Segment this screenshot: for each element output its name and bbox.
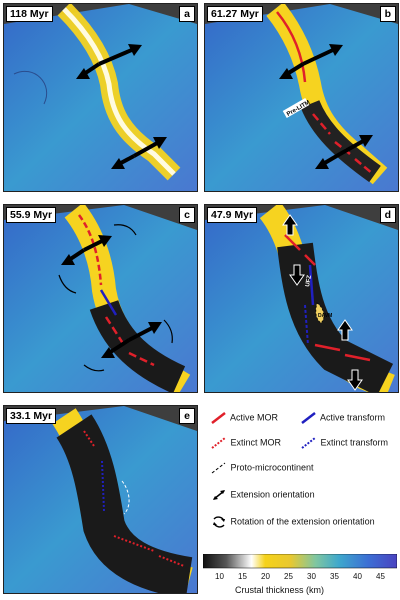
colorbar-tick: 30	[307, 572, 316, 581]
colorbar-title: Crustal thickness (km)	[235, 585, 325, 595]
panel-age-label: 55.9 Myr	[6, 207, 57, 223]
extinct-transform-icon	[301, 437, 316, 449]
panel-letter: c	[179, 207, 195, 223]
panel-letter: b	[379, 6, 396, 22]
crustal-thickness-colorbar	[203, 554, 397, 569]
colorbar-tick: 10	[215, 572, 224, 581]
panel-d: UFZ DAVM 47.9 Myr d	[204, 204, 399, 393]
legend-extension-orientation: Extension orientation	[210, 488, 315, 502]
map-d: UFZ DAVM	[205, 205, 398, 392]
panel-age-label: 47.9 Myr	[207, 207, 258, 223]
legend-label: Extinct MOR	[230, 437, 282, 448]
legend-rotation: Rotation of the extension orientation	[210, 515, 375, 529]
legend-active-mor: Active MOR	[210, 412, 278, 424]
panel-age-label: 61.27 Myr	[207, 6, 263, 22]
panel-e: 33.1 Myr e	[3, 405, 198, 594]
legend-proto-microcontinent: Proto-microcontinent	[210, 462, 314, 474]
legend-label: Extinct transform	[320, 437, 389, 448]
legend-label: Active MOR	[230, 412, 279, 423]
map-b: Pre-LITM	[205, 4, 398, 191]
rotation-arrows-c	[58, 224, 173, 372]
legend-extinct-transform: Extinct transform	[300, 437, 388, 449]
davm-label: DAVM	[318, 313, 332, 319]
panel-letter: a	[179, 6, 195, 22]
extinct-mor-icon	[211, 437, 226, 449]
colorbar-tick: 15	[238, 572, 247, 581]
panel-letter: d	[379, 207, 396, 223]
legend-label: Extension orientation	[230, 489, 315, 500]
legend-label: Active transform	[320, 412, 386, 423]
colorbar-tick: 25	[284, 572, 293, 581]
extension-arrows-c	[61, 235, 162, 358]
panel-b: Pre-LITM 61.27 Myr b	[204, 3, 399, 192]
panel-letter: e	[179, 408, 195, 424]
double-arrow-icon	[213, 490, 225, 500]
extension-arrows-b	[279, 44, 373, 169]
extension-arrows-d	[282, 214, 363, 391]
legend-label: Rotation of the extension orientation	[230, 516, 375, 527]
legend-label: Proto-microcontinent	[230, 462, 314, 473]
colorbar-tick: 40	[353, 572, 362, 581]
panel-age-label: 118 Myr	[6, 6, 53, 22]
extension-arrows-a	[76, 44, 167, 169]
colorbar-tick: 20	[261, 572, 270, 581]
ufz-label: UFZ	[305, 274, 313, 287]
legend-active-transform: Active transform	[300, 412, 385, 424]
active-mor-icon	[211, 412, 226, 424]
panel-age-label: 33.1 Myr	[6, 408, 57, 424]
map-a	[4, 4, 197, 191]
legend-extinct-mor: Extinct MOR	[210, 437, 281, 449]
colorbar-tick: 45	[376, 572, 385, 581]
active-transform-icon	[301, 412, 316, 424]
panel-c: 55.9 Myr c	[3, 204, 198, 393]
rotation-icon	[213, 516, 225, 528]
colorbar-tick: 35	[330, 572, 339, 581]
panel-a: 118 Myr a	[3, 3, 198, 192]
proto-microcontinent-icon	[211, 462, 226, 474]
map-c	[4, 205, 197, 392]
map-e	[4, 406, 197, 593]
